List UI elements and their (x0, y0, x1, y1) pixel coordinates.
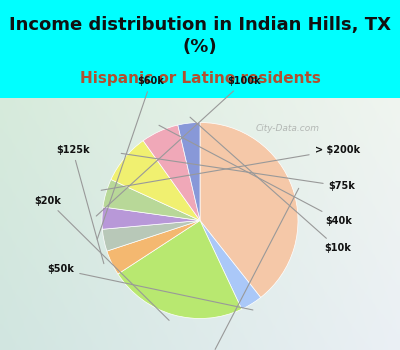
Text: $50k: $50k (48, 265, 253, 310)
Text: Hispanic or Latino residents: Hispanic or Latino residents (80, 71, 320, 86)
Wedge shape (102, 207, 200, 229)
Text: $10k: $10k (190, 117, 351, 253)
Wedge shape (103, 180, 200, 220)
Text: $30k: $30k (196, 188, 299, 350)
Wedge shape (111, 141, 200, 220)
Text: $125k: $125k (56, 145, 104, 264)
Wedge shape (200, 122, 298, 298)
Wedge shape (178, 122, 200, 220)
Wedge shape (107, 220, 200, 274)
Wedge shape (143, 125, 200, 220)
Wedge shape (200, 220, 261, 309)
Text: $100k: $100k (96, 76, 261, 216)
Wedge shape (118, 220, 242, 318)
Text: $75k: $75k (121, 153, 356, 191)
Text: City-Data.com: City-Data.com (256, 124, 320, 133)
Wedge shape (102, 220, 200, 251)
Text: Income distribution in Indian Hills, TX
(%): Income distribution in Indian Hills, TX … (9, 16, 391, 56)
Text: > $200k: > $200k (101, 145, 360, 190)
Text: $60k: $60k (97, 76, 164, 239)
Text: $40k: $40k (159, 125, 352, 225)
Text: $20k: $20k (35, 196, 169, 320)
